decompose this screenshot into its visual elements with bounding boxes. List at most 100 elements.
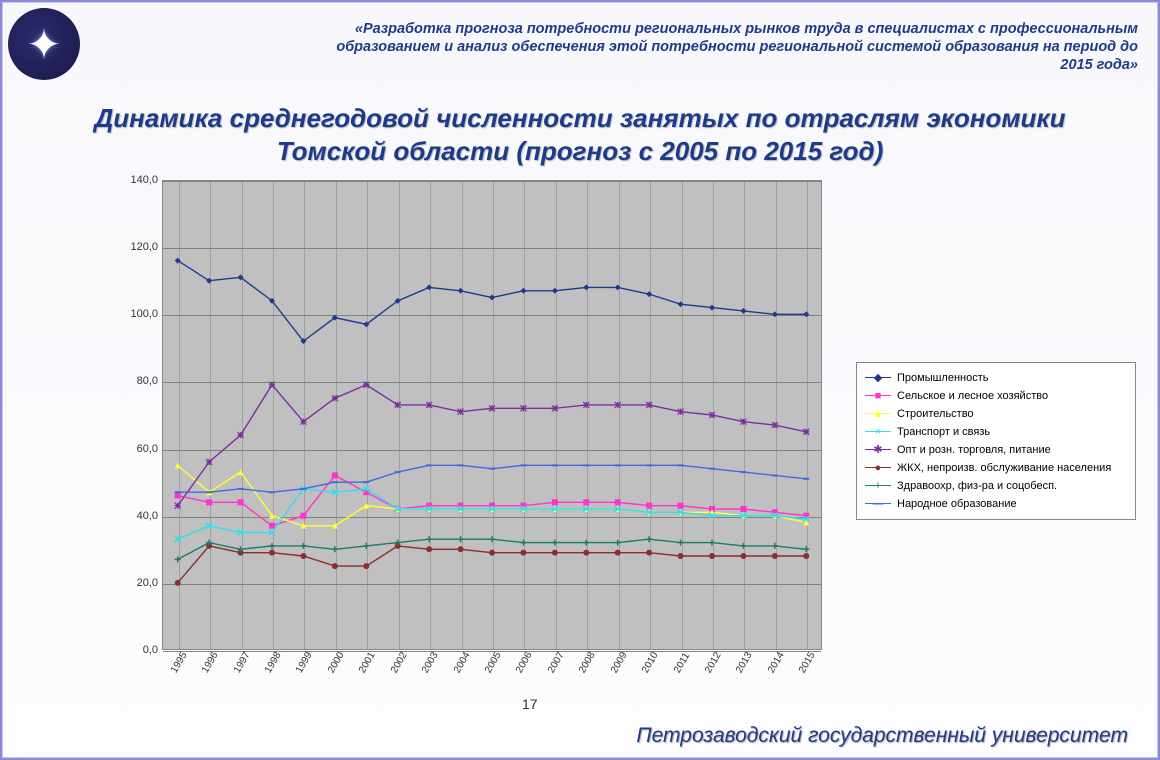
marker-icon (489, 536, 495, 542)
marker-icon (615, 499, 621, 505)
project-header: «Разработка прогноза потребности региона… (322, 20, 1138, 74)
marker-icon (552, 540, 558, 546)
marker-icon (615, 550, 621, 556)
marker-icon (709, 412, 715, 418)
marker-icon (709, 540, 715, 546)
legend-swatch: ▲ (865, 408, 891, 420)
legend-label: Народное образование (897, 498, 1017, 510)
y-tick-label: 120,0 (118, 241, 158, 253)
marker-icon (740, 543, 746, 549)
marker-icon (740, 308, 746, 314)
marker-icon (458, 546, 464, 552)
marker-icon (300, 513, 306, 519)
marker-icon (489, 550, 495, 556)
marker-icon (175, 536, 181, 542)
asterisk-icon: ✱ (874, 446, 882, 454)
marker-icon (175, 556, 181, 562)
legend-item: ●ЖКХ, непроизв. обслуживание населения (865, 459, 1127, 477)
marker-icon (458, 288, 464, 294)
legend-label: ЖКХ, непроизв. обслуживание населения (897, 462, 1111, 474)
marker-icon (175, 462, 181, 468)
marker-icon (332, 546, 338, 552)
slide-title: Динамика среднегодовой численности занят… (52, 102, 1108, 167)
marker-icon (583, 284, 589, 290)
marker-icon (175, 503, 181, 509)
marker-icon (300, 419, 306, 425)
marker-icon (332, 472, 338, 478)
marker-icon (740, 553, 746, 559)
marker-icon (740, 419, 746, 425)
marker-icon (458, 409, 464, 415)
legend-swatch: ■ (865, 390, 891, 402)
marker-icon (206, 499, 212, 505)
marker-icon (583, 402, 589, 408)
plus-icon: + (874, 482, 882, 490)
marker-icon (740, 506, 746, 512)
legend-label: Транспорт и связь (897, 426, 990, 438)
slide: ✦ «Разработка прогноза потребности регио… (0, 0, 1160, 760)
marker-icon (489, 405, 495, 411)
university-logo: ✦ (8, 8, 80, 80)
legend: ◆ Промышленность ■Сельское и лесное хозяйс… (856, 362, 1136, 520)
marker-icon (426, 536, 432, 542)
marker-icon (772, 422, 778, 428)
legend-item: × Транспорт и связь (865, 423, 1127, 441)
marker-icon (238, 432, 244, 438)
legend-swatch: × (865, 426, 891, 438)
marker-icon (709, 305, 715, 311)
marker-icon (803, 311, 809, 317)
marker-icon (772, 311, 778, 317)
marker-icon (646, 550, 652, 556)
legend-item: ✱Опт и розн. торговля, питание (865, 441, 1127, 459)
marker-icon (363, 563, 369, 569)
marker-icon (175, 493, 181, 499)
marker-icon (678, 301, 684, 307)
legend-label: Здравоохр, физ-ра и соцобесп. (897, 480, 1057, 492)
marker-icon (520, 540, 526, 546)
marker-icon (772, 553, 778, 559)
legend-item: + Здравоохр, физ-ра и соцобесп. (865, 477, 1127, 495)
marker-icon (615, 402, 621, 408)
y-tick-label: 80,0 (118, 375, 158, 387)
legend-item: ◆ Промышленность (865, 369, 1127, 387)
marker-icon (709, 553, 715, 559)
marker-icon (520, 288, 526, 294)
y-tick-label: 0,0 (118, 644, 158, 656)
y-tick-label: 60,0 (118, 443, 158, 455)
marker-icon (583, 540, 589, 546)
marker-icon (552, 288, 558, 294)
marker-icon (489, 295, 495, 301)
marker-icon (615, 540, 621, 546)
legend-swatch: ◆ (865, 372, 891, 384)
dash-icon: — (874, 500, 882, 508)
chart-container: 0,020,040,060,080,0100,0120,0140,0199519… (112, 180, 832, 690)
marker-icon (552, 550, 558, 556)
marker-icon (646, 291, 652, 297)
marker-icon (678, 540, 684, 546)
marker-icon (583, 550, 589, 556)
legend-swatch: ✱ (865, 444, 891, 456)
marker-icon (772, 543, 778, 549)
marker-icon (803, 429, 809, 435)
marker-icon (238, 499, 244, 505)
legend-item: ■Сельское и лесное хозяйство (865, 387, 1127, 405)
series-line (178, 385, 807, 506)
y-tick-label: 20,0 (118, 577, 158, 589)
legend-label: Промышленность (897, 372, 989, 384)
marker-icon (552, 405, 558, 411)
footer-text: Петрозаводский государственный университ… (636, 724, 1128, 748)
marker-icon (520, 550, 526, 556)
legend-swatch: + (865, 480, 891, 492)
marker-icon (206, 459, 212, 465)
marker-icon (458, 536, 464, 542)
page-number: 17 (522, 696, 538, 712)
y-tick-label: 140,0 (118, 174, 158, 186)
marker-icon (646, 503, 652, 509)
marker-icon (269, 382, 275, 388)
marker-icon (363, 543, 369, 549)
marker-icon (332, 563, 338, 569)
marker-icon (269, 543, 275, 549)
x-icon: × (874, 428, 882, 436)
chart-svg (162, 180, 822, 650)
marker-icon (678, 409, 684, 415)
